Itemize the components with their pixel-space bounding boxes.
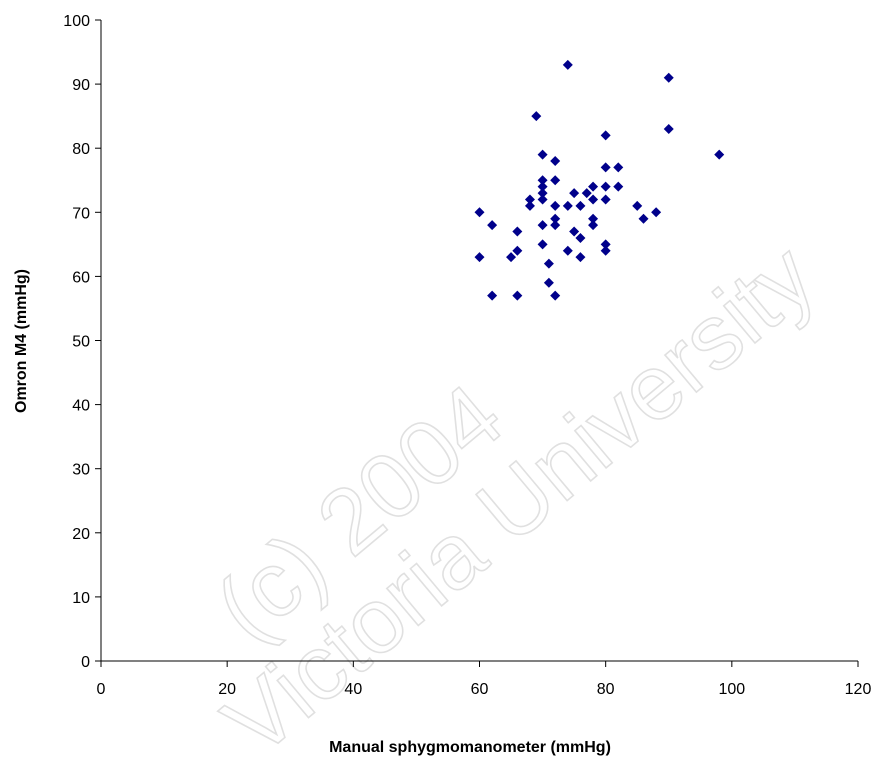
data-point [531,111,542,122]
data-point [562,245,573,256]
y-tick-label: 70 [72,205,90,222]
data-point [543,277,554,288]
data-point [588,181,599,192]
y-tick-label: 50 [72,334,90,351]
y-tick-label: 0 [81,654,90,671]
data-point [537,175,548,186]
data-point [537,188,548,199]
data-point [613,181,624,192]
x-tick-label: 40 [344,681,362,698]
y-tick-label: 90 [72,77,90,94]
y-tick-label: 40 [72,398,90,415]
data-point [588,213,599,224]
y-tick-label: 20 [72,526,90,543]
data-point [524,194,535,205]
data-point [600,162,611,173]
data-point [569,188,580,199]
data-point [588,220,599,231]
data-point [638,213,649,224]
data-point [575,200,586,211]
data-point [474,252,485,263]
data-point [663,123,674,134]
data-point [537,194,548,205]
data-point [575,252,586,263]
data-point [550,175,561,186]
data-point [512,245,523,256]
axes: 0 20 40 60 80 100 120 0 10 20 30 40 50 60 70 80 90 100 [63,13,871,698]
data-point [575,232,586,243]
data-point [487,290,498,301]
data-point [537,220,548,231]
data-point [588,194,599,205]
data-point [600,245,611,256]
data-point [524,200,535,211]
data-point [600,130,611,141]
data-point [651,207,662,218]
data-point [600,194,611,205]
data-point [569,226,580,237]
data-point [537,239,548,250]
data-point [550,220,561,231]
x-tick-label: 20 [218,681,236,698]
x-tick-label: 100 [718,681,745,698]
data-point [581,188,592,199]
data-point [562,200,573,211]
y-tick-label: 100 [63,13,90,30]
data-point [600,181,611,192]
data-point [537,149,548,160]
data-point [474,207,485,218]
data-point [613,162,624,173]
x-tick-label: 120 [845,681,872,698]
y-tick-label: 10 [72,590,90,607]
y-tick-label: 60 [72,269,90,286]
y-tick-label: 80 [72,141,90,158]
data-points [474,59,725,301]
data-point [562,59,573,70]
x-tick-label: 60 [471,681,489,698]
data-point [537,181,548,192]
data-point [487,220,498,231]
data-point [550,213,561,224]
x-tick-label: 0 [97,681,106,698]
data-point [600,239,611,250]
data-point [550,290,561,301]
data-point [543,258,554,269]
y-tick-label: 30 [72,462,90,479]
data-point [550,156,561,167]
data-point [663,72,674,83]
data-point [714,149,725,160]
x-tick-label: 80 [597,681,615,698]
y-axis-title: Omron M4 (mmHg) [13,269,30,413]
data-point [512,226,523,237]
x-axis-title: Manual sphygmomanometer (mmHg) [329,739,611,756]
data-point [632,200,643,211]
data-point [512,290,523,301]
data-point [506,252,517,263]
data-point [550,200,561,211]
